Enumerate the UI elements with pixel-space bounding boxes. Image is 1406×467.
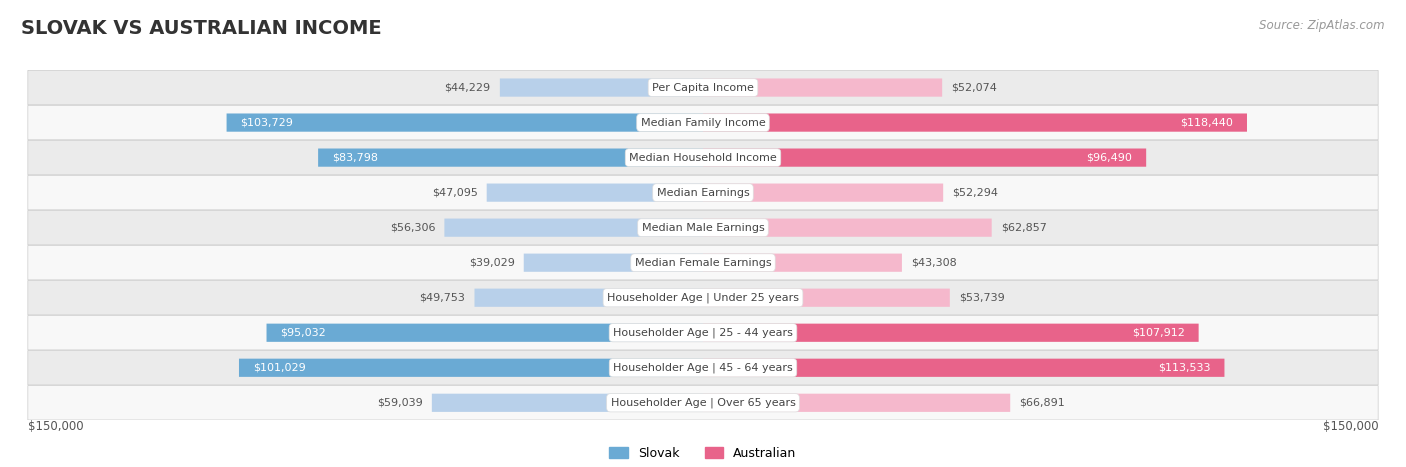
Text: $56,306: $56,306: [389, 223, 436, 233]
FancyBboxPatch shape: [474, 289, 703, 307]
FancyBboxPatch shape: [28, 246, 1378, 280]
FancyBboxPatch shape: [267, 324, 703, 342]
FancyBboxPatch shape: [28, 351, 1378, 385]
FancyBboxPatch shape: [703, 289, 950, 307]
FancyBboxPatch shape: [486, 184, 703, 202]
Text: Source: ZipAtlas.com: Source: ZipAtlas.com: [1260, 19, 1385, 32]
Text: $101,029: $101,029: [253, 363, 305, 373]
Text: SLOVAK VS AUSTRALIAN INCOME: SLOVAK VS AUSTRALIAN INCOME: [21, 19, 381, 38]
Text: Median Family Income: Median Family Income: [641, 118, 765, 127]
Text: $49,753: $49,753: [419, 293, 465, 303]
Text: Householder Age | Over 65 years: Householder Age | Over 65 years: [610, 397, 796, 408]
FancyBboxPatch shape: [703, 394, 1011, 412]
Text: $39,029: $39,029: [468, 258, 515, 268]
FancyBboxPatch shape: [28, 316, 1378, 350]
Text: Median Household Income: Median Household Income: [628, 153, 778, 163]
FancyBboxPatch shape: [703, 113, 1247, 132]
FancyBboxPatch shape: [703, 254, 901, 272]
Text: Per Capita Income: Per Capita Income: [652, 83, 754, 92]
FancyBboxPatch shape: [703, 78, 942, 97]
Text: $52,074: $52,074: [952, 83, 997, 92]
Text: $59,039: $59,039: [377, 398, 423, 408]
Text: Median Earnings: Median Earnings: [657, 188, 749, 198]
FancyBboxPatch shape: [318, 149, 703, 167]
Text: $118,440: $118,440: [1180, 118, 1233, 127]
Text: $107,912: $107,912: [1132, 328, 1185, 338]
FancyBboxPatch shape: [703, 149, 1146, 167]
FancyBboxPatch shape: [524, 254, 703, 272]
FancyBboxPatch shape: [28, 71, 1378, 105]
Text: $150,000: $150,000: [28, 420, 83, 433]
Text: $83,798: $83,798: [332, 153, 378, 163]
FancyBboxPatch shape: [239, 359, 703, 377]
Text: $43,308: $43,308: [911, 258, 957, 268]
Text: $53,739: $53,739: [959, 293, 1005, 303]
FancyBboxPatch shape: [444, 219, 703, 237]
FancyBboxPatch shape: [501, 78, 703, 97]
Text: Median Female Earnings: Median Female Earnings: [634, 258, 772, 268]
FancyBboxPatch shape: [226, 113, 703, 132]
Text: $44,229: $44,229: [444, 83, 491, 92]
Text: $95,032: $95,032: [280, 328, 326, 338]
Text: $96,490: $96,490: [1087, 153, 1132, 163]
FancyBboxPatch shape: [28, 176, 1378, 210]
FancyBboxPatch shape: [703, 184, 943, 202]
FancyBboxPatch shape: [28, 106, 1378, 140]
FancyBboxPatch shape: [28, 386, 1378, 420]
FancyBboxPatch shape: [703, 324, 1199, 342]
Text: $103,729: $103,729: [240, 118, 294, 127]
Text: $62,857: $62,857: [1001, 223, 1046, 233]
Text: $66,891: $66,891: [1019, 398, 1066, 408]
FancyBboxPatch shape: [703, 219, 991, 237]
Text: Householder Age | Under 25 years: Householder Age | Under 25 years: [607, 292, 799, 303]
FancyBboxPatch shape: [28, 141, 1378, 175]
Legend: Slovak, Australian: Slovak, Australian: [609, 446, 797, 460]
FancyBboxPatch shape: [28, 211, 1378, 245]
Text: $52,294: $52,294: [952, 188, 998, 198]
Text: $150,000: $150,000: [1323, 420, 1378, 433]
Text: Householder Age | 45 - 64 years: Householder Age | 45 - 64 years: [613, 362, 793, 373]
FancyBboxPatch shape: [703, 359, 1225, 377]
Text: Householder Age | 25 - 44 years: Householder Age | 25 - 44 years: [613, 327, 793, 338]
FancyBboxPatch shape: [432, 394, 703, 412]
FancyBboxPatch shape: [28, 281, 1378, 315]
Text: $47,095: $47,095: [432, 188, 478, 198]
Text: $113,533: $113,533: [1159, 363, 1211, 373]
Text: Median Male Earnings: Median Male Earnings: [641, 223, 765, 233]
